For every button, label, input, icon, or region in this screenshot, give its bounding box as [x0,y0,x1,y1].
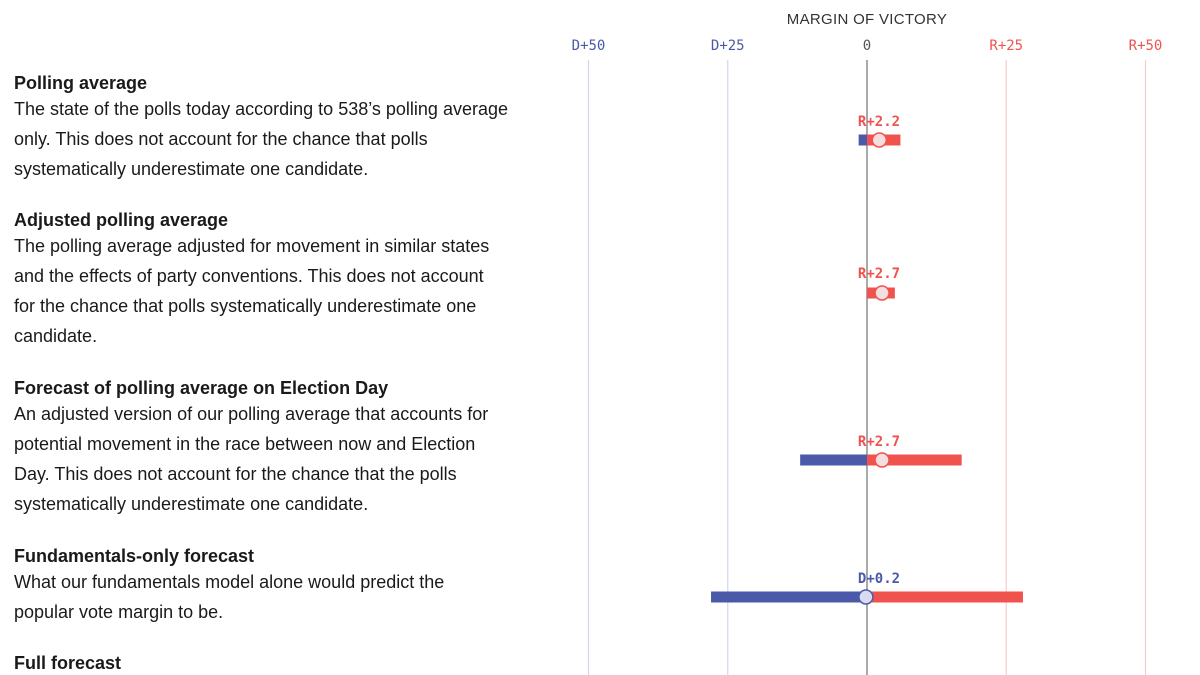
value-label: D+0.2 [858,571,900,587]
tick-label: D+25 [711,38,745,54]
row-title: Fundamentals-only forecast [14,546,255,566]
dem-range-bar [858,134,867,146]
row-description-line: candidate. [14,326,98,346]
row-description-line: The state of the polls today according t… [14,99,508,119]
row-description-line: What our fundamentals model alone would … [14,572,445,592]
row-description-line: An adjusted version of our polling avera… [14,404,489,424]
row-description-line: only. This does not account for the chan… [14,129,428,149]
dem-range-bar [800,454,867,466]
row-description-line: systematically underestimate one candida… [14,159,369,179]
axis-title: MARGIN OF VICTORY [787,11,947,28]
row-title: Forecast of polling average on Election … [14,378,389,398]
value-marker [874,285,890,301]
row-forecast-polling-election-day: Forecast of polling average on Election … [14,377,574,519]
row-description-line: and the effects of party conventions. Th… [14,266,484,286]
value-marker [858,589,874,605]
row-description-line: Day. This does not account for the chanc… [14,464,457,484]
tick-label: R+50 [1129,38,1163,54]
row-adjusted-polling-average: Adjusted polling average The polling ave… [14,209,574,351]
value-label: R+2.2 [858,114,900,130]
row-title: Full forecast [14,653,122,673]
row-description-line: for the chance that polls systematically… [14,296,477,316]
row-description-line: popular vote margin to be. [14,602,224,622]
row-polling-average: Polling average The state of the polls t… [14,72,574,184]
tick-label: D+50 [572,38,606,54]
value-marker [871,132,888,148]
row-description-line: The polling average adjusted for movemen… [14,236,490,256]
row-fundamentals-only-forecast: Fundamentals-only forecast What our fund… [14,545,574,627]
value-label: R+2.7 [858,434,900,450]
tick-label: 0 [863,38,871,54]
dem-range-bar [711,591,867,603]
tick-label: R+25 [989,38,1023,54]
row-description-line: systematically underestimate one candida… [14,494,369,514]
rep-range-bar [867,454,962,466]
row-title: Polling average [14,73,148,93]
row-description-line: potential movement in the race between n… [14,434,476,454]
row-full-forecast: Full forecast [14,652,574,674]
row-title: Adjusted polling average [14,210,229,230]
value-label: R+2.7 [858,266,900,282]
value-marker [874,452,890,468]
rep-range-bar [867,591,1023,603]
